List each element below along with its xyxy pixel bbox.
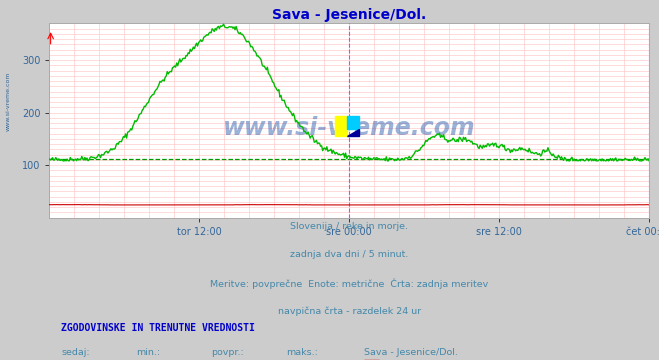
Text: ZGODOVINSKE IN TRENUTNE VREDNOSTI: ZGODOVINSKE IN TRENUTNE VREDNOSTI: [61, 323, 255, 333]
Text: povpr.:: povpr.:: [212, 348, 244, 357]
Title: Sava - Jesenice/Dol.: Sava - Jesenice/Dol.: [272, 8, 426, 22]
Text: navpična črta - razdelek 24 ur: navpična črta - razdelek 24 ur: [277, 306, 421, 316]
Text: sedaj:: sedaj:: [61, 348, 90, 357]
Bar: [335, 116, 347, 136]
Text: www.si-vreme.com: www.si-vreme.com: [223, 116, 476, 140]
Bar: [347, 116, 359, 129]
Polygon shape: [347, 129, 359, 136]
Text: Sava - Jesenice/Dol.: Sava - Jesenice/Dol.: [364, 348, 458, 357]
Text: min.:: min.:: [136, 348, 161, 357]
Text: Meritve: povprečne  Enote: metrične  Črta: zadnja meritev: Meritve: povprečne Enote: metrične Črta:…: [210, 278, 488, 288]
Text: www.si-vreme.com: www.si-vreme.com: [5, 71, 11, 131]
Text: Slovenija / reke in morje.: Slovenija / reke in morje.: [290, 222, 409, 231]
Text: maks.:: maks.:: [286, 348, 318, 357]
Text: zadnja dva dni / 5 minut.: zadnja dva dni / 5 minut.: [290, 250, 409, 259]
